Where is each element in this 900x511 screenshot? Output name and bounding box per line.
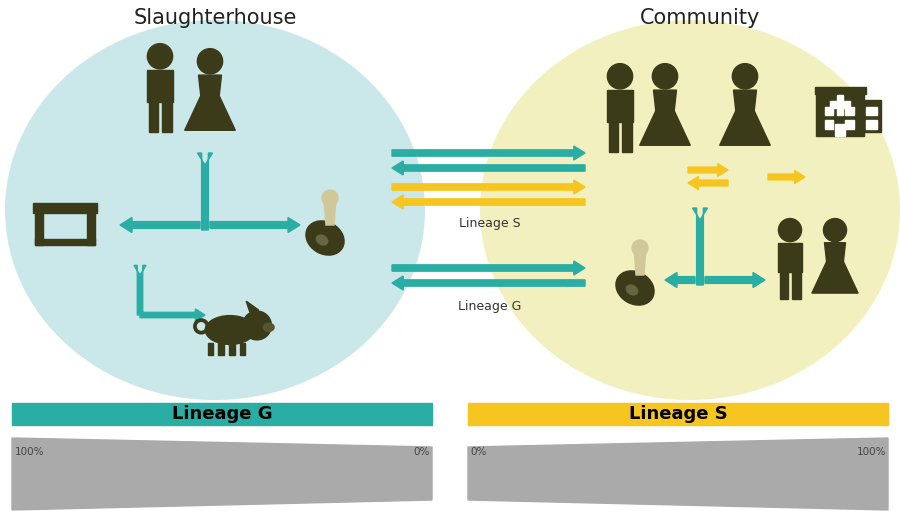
Ellipse shape bbox=[616, 271, 654, 305]
Bar bbox=[12, 403, 432, 425]
Ellipse shape bbox=[480, 20, 900, 400]
Polygon shape bbox=[688, 176, 728, 190]
Text: Community: Community bbox=[640, 8, 760, 28]
Ellipse shape bbox=[626, 285, 638, 295]
Polygon shape bbox=[824, 243, 845, 262]
Circle shape bbox=[652, 64, 678, 89]
Circle shape bbox=[608, 64, 633, 89]
Text: Lineage G: Lineage G bbox=[172, 405, 273, 423]
Ellipse shape bbox=[5, 20, 425, 400]
Polygon shape bbox=[140, 309, 205, 321]
Polygon shape bbox=[640, 111, 690, 145]
Bar bbox=[33, 203, 97, 213]
Circle shape bbox=[148, 43, 173, 69]
Bar bbox=[468, 403, 888, 425]
Polygon shape bbox=[720, 111, 770, 145]
Polygon shape bbox=[665, 272, 695, 288]
Text: Lineage G: Lineage G bbox=[458, 300, 522, 313]
Polygon shape bbox=[199, 75, 221, 96]
Circle shape bbox=[632, 240, 648, 256]
Polygon shape bbox=[468, 438, 888, 510]
Bar bbox=[837, 95, 843, 115]
Bar bbox=[208, 342, 213, 355]
Bar bbox=[845, 120, 853, 129]
Bar bbox=[230, 342, 235, 355]
Polygon shape bbox=[692, 208, 707, 285]
Polygon shape bbox=[705, 272, 765, 288]
Polygon shape bbox=[688, 164, 728, 176]
Polygon shape bbox=[120, 218, 200, 233]
Bar bbox=[835, 124, 845, 136]
Polygon shape bbox=[768, 171, 805, 183]
Bar bbox=[779, 272, 788, 299]
Polygon shape bbox=[634, 248, 646, 275]
Polygon shape bbox=[392, 261, 585, 275]
Bar bbox=[162, 102, 172, 132]
Ellipse shape bbox=[264, 323, 274, 331]
Circle shape bbox=[322, 190, 338, 206]
Polygon shape bbox=[608, 90, 633, 122]
Bar bbox=[814, 87, 866, 94]
Circle shape bbox=[197, 49, 222, 74]
Polygon shape bbox=[653, 90, 677, 111]
Bar bbox=[87, 213, 95, 245]
Polygon shape bbox=[184, 96, 235, 130]
Polygon shape bbox=[392, 195, 585, 209]
Polygon shape bbox=[148, 70, 173, 102]
Ellipse shape bbox=[205, 316, 255, 344]
Text: Slaughterhouse: Slaughterhouse bbox=[133, 8, 297, 28]
Polygon shape bbox=[12, 438, 432, 510]
Polygon shape bbox=[778, 243, 802, 272]
Polygon shape bbox=[812, 262, 858, 293]
Bar bbox=[816, 94, 864, 136]
Circle shape bbox=[778, 219, 802, 242]
Polygon shape bbox=[134, 265, 146, 315]
Circle shape bbox=[733, 64, 758, 89]
Bar bbox=[824, 120, 833, 129]
Bar bbox=[866, 106, 878, 115]
Text: 0%: 0% bbox=[470, 447, 486, 457]
Text: 100%: 100% bbox=[857, 447, 886, 457]
Circle shape bbox=[824, 219, 847, 242]
Bar bbox=[792, 272, 800, 299]
Bar bbox=[35, 239, 95, 245]
Text: Lineage S: Lineage S bbox=[628, 405, 727, 423]
Bar bbox=[866, 120, 878, 129]
Bar bbox=[622, 122, 632, 152]
Bar bbox=[240, 342, 246, 355]
Polygon shape bbox=[247, 301, 259, 312]
Polygon shape bbox=[734, 90, 757, 111]
Bar bbox=[148, 102, 157, 132]
Ellipse shape bbox=[306, 221, 344, 255]
Text: Lineage S: Lineage S bbox=[459, 217, 521, 230]
Polygon shape bbox=[392, 276, 585, 290]
Polygon shape bbox=[392, 161, 585, 175]
Polygon shape bbox=[392, 180, 585, 194]
Bar bbox=[864, 100, 881, 132]
Polygon shape bbox=[324, 198, 336, 225]
Bar bbox=[830, 101, 850, 108]
Polygon shape bbox=[392, 146, 585, 160]
Bar bbox=[35, 213, 43, 245]
Bar bbox=[219, 342, 224, 355]
Bar bbox=[845, 106, 853, 115]
Bar bbox=[608, 122, 617, 152]
Text: 100%: 100% bbox=[15, 447, 44, 457]
Polygon shape bbox=[197, 153, 212, 230]
Text: 0%: 0% bbox=[414, 447, 430, 457]
Circle shape bbox=[243, 311, 272, 340]
Bar bbox=[824, 106, 833, 115]
Ellipse shape bbox=[316, 235, 328, 245]
Polygon shape bbox=[210, 218, 300, 233]
